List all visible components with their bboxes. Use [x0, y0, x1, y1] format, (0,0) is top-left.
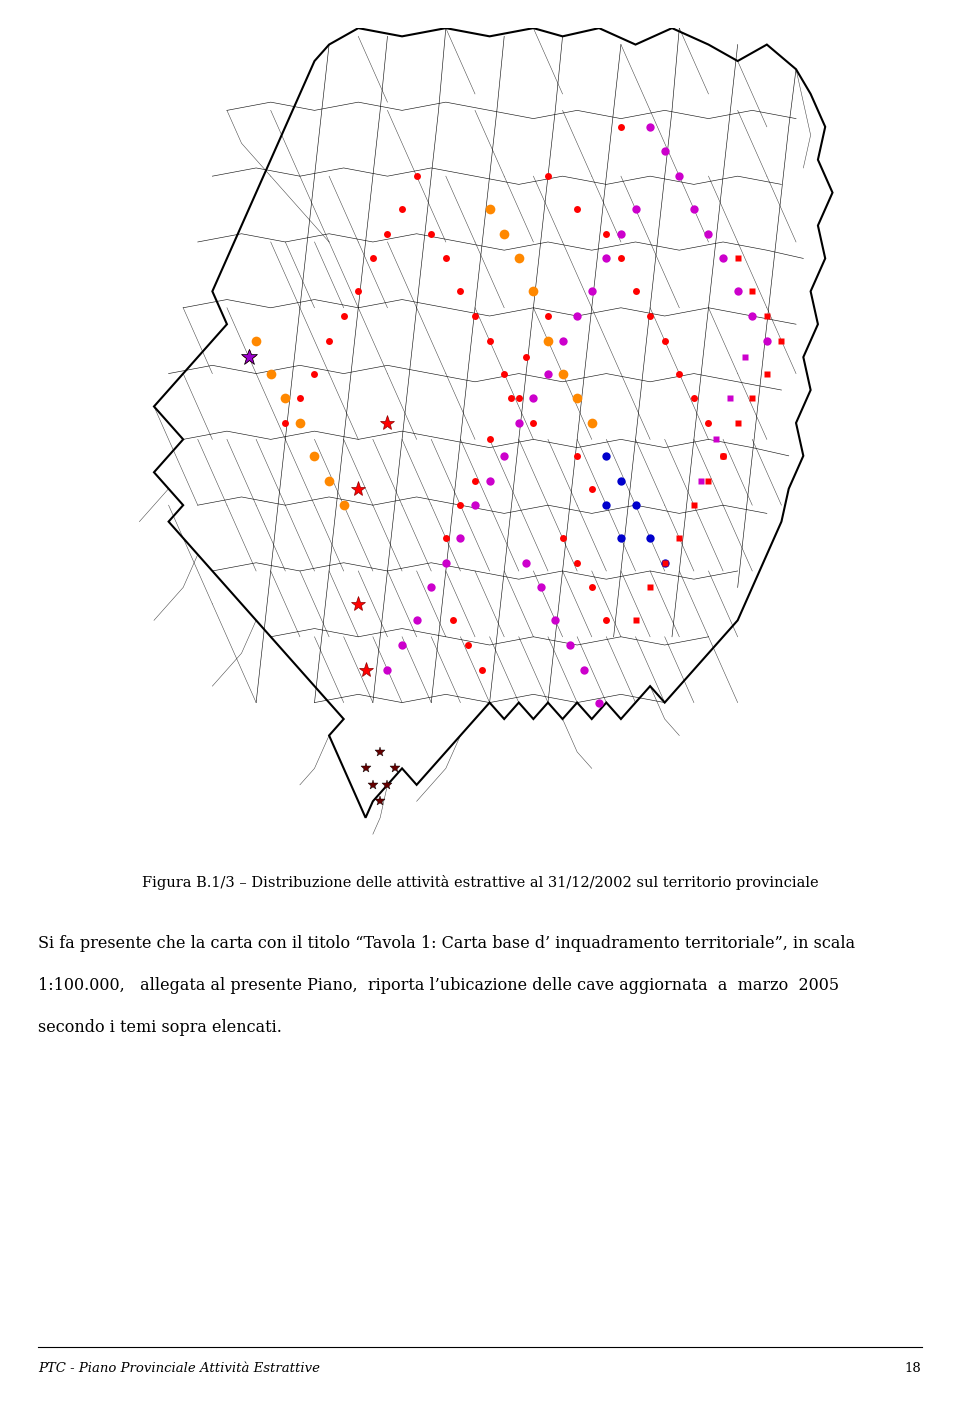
Text: Figura B.1/3 – Distribuzione delle attività estrattive al 31/12/2002 sul territo: Figura B.1/3 – Distribuzione delle attiv… — [142, 875, 818, 890]
Text: secondo i temi sopra elencati.: secondo i temi sopra elencati. — [38, 1019, 282, 1036]
Text: 18: 18 — [905, 1362, 922, 1375]
Text: Si fa presente che la carta con il titolo “Tavola 1: Carta base d’ inquadramento: Si fa presente che la carta con il titol… — [38, 935, 855, 952]
Polygon shape — [154, 28, 832, 818]
Text: 1:100.000,   allegata al presente Piano,  riporta l’ubicazione delle cave aggior: 1:100.000, allegata al presente Piano, r… — [38, 977, 840, 994]
Text: PTC - Piano Provinciale Attività Estrattive: PTC - Piano Provinciale Attività Estratt… — [38, 1362, 321, 1375]
